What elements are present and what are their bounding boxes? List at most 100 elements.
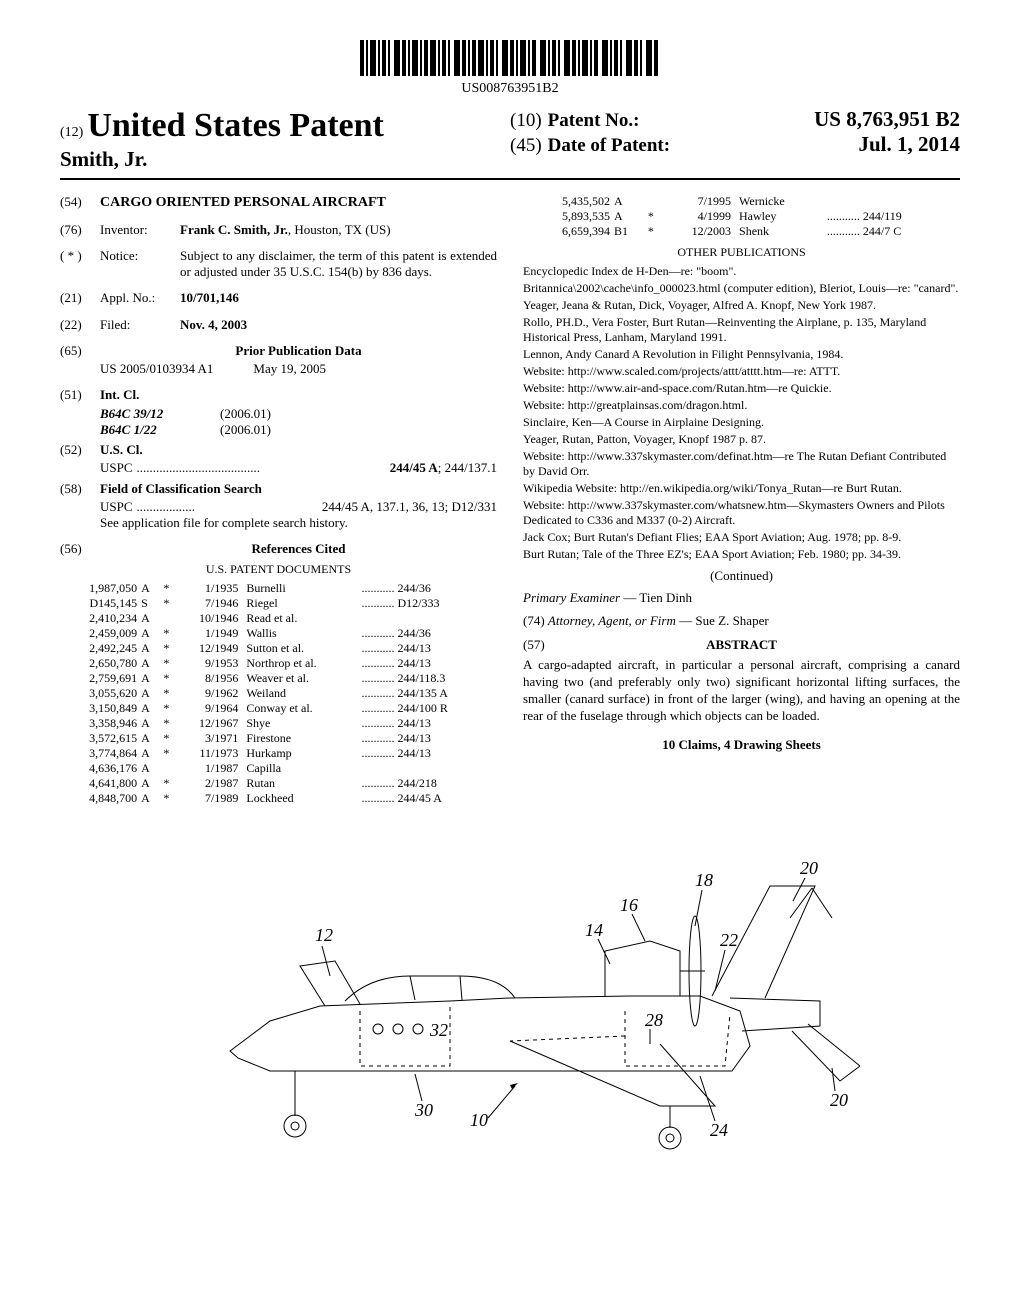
drawing-label: 14	[585, 920, 603, 940]
search-line: USPC .................. 244/45 A, 137.1,…	[100, 499, 497, 515]
refs-cont-table: 5,435,502A7/1995Wernicke5,893,535A*4/199…	[523, 194, 960, 239]
filed-label: Filed:	[100, 317, 180, 333]
ref-row: 3,055,620A*9/1962Weiland ........... 244…	[60, 686, 497, 701]
other-pub-entry: Lennon, Andy Canard A Revolution in Fili…	[523, 347, 960, 362]
header-right: (10) Patent No.: US 8,763,951 B2 (45) Da…	[510, 107, 960, 172]
drawing-label: 10	[470, 1110, 488, 1130]
inventor-last-name: Smith, Jr.	[60, 147, 510, 172]
filed-code: (22)	[60, 317, 100, 333]
filed-value: Nov. 4, 2003	[180, 317, 497, 333]
barcode-number: US008763951B2	[60, 81, 960, 97]
ref-row: 3,358,946A*12/1967Shye ........... 244/1…	[60, 716, 497, 731]
intcl-code: (51)	[60, 387, 100, 403]
abstract-heading: ABSTRACT	[706, 637, 777, 653]
refs-code: (56)	[60, 541, 100, 557]
abstract-code: (57)	[523, 637, 545, 653]
attorney-label: Attorney, Agent, or Firm	[548, 613, 676, 628]
drawing-label: 24	[710, 1120, 728, 1140]
appl-label: Appl. No.:	[100, 290, 180, 306]
drawing-label: 22	[720, 930, 738, 950]
drawing-label: 32	[429, 1020, 448, 1040]
inventor-name: Frank C. Smith, Jr.	[180, 222, 288, 237]
refs-table: 1,987,050A*1/1935Burnelli ........... 24…	[60, 581, 497, 806]
drawing-label: 20	[800, 858, 818, 878]
notice-text: Subject to any disclaimer, the term of t…	[180, 248, 497, 281]
inventor-location: , Houston, TX (US)	[288, 222, 391, 237]
prior-pub-date: May 19, 2005	[253, 361, 326, 377]
attorney-row: (74) Attorney, Agent, or Firm — Sue Z. S…	[523, 613, 960, 629]
dots: ......................................	[137, 460, 386, 476]
uscl-value: 244/45 A	[390, 460, 438, 476]
appl-code: (21)	[60, 290, 100, 306]
ref-row: 2,759,691A*8/1956Weaver et al. .........…	[60, 671, 497, 686]
barcode-icon	[360, 40, 660, 76]
inventor-code: (76)	[60, 222, 100, 238]
examiner-row: Primary Examiner — Tien Dinh	[523, 590, 960, 606]
date-code: (45)	[510, 135, 542, 157]
appl-value: 10/701,146	[180, 290, 497, 306]
drawing-label: 30	[414, 1100, 433, 1120]
other-pub-heading: OTHER PUBLICATIONS	[523, 245, 960, 260]
other-pub-entry: Yeager, Jeana & Rutan, Dick, Voyager, Al…	[523, 298, 960, 313]
filed-row: (22) Filed: Nov. 4, 2003	[60, 317, 497, 333]
uscl-row: (52) U.S. Cl.	[60, 442, 497, 458]
dots: ..................	[137, 499, 318, 515]
ref-row: 6,659,394B1*12/2003Shenk ........... 244…	[523, 224, 960, 239]
search-code: (58)	[60, 481, 100, 497]
uscl-label: U.S. Cl.	[100, 442, 143, 458]
uscl-code: (52)	[60, 442, 100, 458]
ref-row: 4,636,176A1/1987Capilla	[60, 761, 497, 776]
other-pub-entry: Website: http://www.337skymaster.com/wha…	[523, 498, 960, 528]
ref-row: 1,987,050A*1/1935Burnelli ........... 24…	[60, 581, 497, 596]
patent-no-code: (10)	[510, 110, 542, 132]
other-pub-entry: Rollo, PH.D., Vera Foster, Burt Rutan—Re…	[523, 315, 960, 345]
uscl-value2: ; 244/137.1	[438, 460, 497, 476]
search-prefix: USPC	[100, 499, 133, 515]
other-pub-entry: Encyclopedic Index de H-Den—re: "boom".	[523, 264, 960, 279]
search-row: (58) Field of Classification Search	[60, 481, 497, 497]
attorney-name: Sue Z. Shaper	[695, 613, 768, 628]
patent-date: Jul. 1, 2014	[858, 132, 960, 157]
abstract-text: A cargo-adapted aircraft, in particular …	[523, 657, 960, 725]
search-value: 244/45 A, 137.1, 36, 13; D12/331	[322, 499, 497, 515]
intcl-item-0: B64C 39/12 (2006.01)	[100, 406, 497, 422]
body-columns: (54) CARGO ORIENTED PERSONAL AIRCRAFT (7…	[60, 194, 960, 806]
intcl-item-1: B64C 1/22 (2006.01)	[100, 422, 497, 438]
ref-row: 3,774,864A*11/1973Hurkamp ........... 24…	[60, 746, 497, 761]
inventor-row: (76) Inventor: Frank C. Smith, Jr., Hous…	[60, 222, 497, 238]
attorney-code: (74)	[523, 613, 545, 628]
ref-row: 5,893,535A*4/1999Hawley ........... 244/…	[523, 209, 960, 224]
inventor-label: Inventor:	[100, 222, 180, 238]
drawing-label: 12	[315, 925, 333, 945]
examiner-label: Primary Examiner	[523, 590, 620, 605]
intcl-version: (2006.01)	[220, 406, 271, 422]
notice-label: Notice:	[100, 248, 180, 264]
title-code: (54)	[60, 194, 100, 210]
continued-marker: (Continued)	[523, 568, 960, 584]
other-pub-entry: Burt Rutan; Tale of the Three EZ's; EAA …	[523, 547, 960, 562]
ref-row: 4,641,800A*2/1987Rutan ........... 244/2…	[60, 776, 497, 791]
refs-subheading: U.S. PATENT DOCUMENTS	[60, 562, 497, 577]
inventor-value: Frank C. Smith, Jr., Houston, TX (US)	[180, 222, 497, 238]
other-pub-entry: Jack Cox; Burt Rutan's Defiant Flies; EA…	[523, 530, 960, 545]
refs-row: (56) References Cited	[60, 541, 497, 557]
intcl-label: Int. Cl.	[100, 387, 139, 403]
ref-row: 2,459,009A*1/1949Wallis ........... 244/…	[60, 626, 497, 641]
ref-row: 2,410,234A10/1946Read et al.	[60, 611, 497, 626]
prior-pub-row: (65) Prior Publication Data	[60, 343, 497, 359]
barcode-region: US008763951B2	[60, 40, 960, 97]
patent-type: United States Patent	[87, 107, 384, 144]
prior-pub-heading: Prior Publication Data	[100, 343, 497, 359]
other-pub-entry: Website: http://greatplainsas.com/dragon…	[523, 398, 960, 413]
title-row: (54) CARGO ORIENTED PERSONAL AIRCRAFT	[60, 194, 497, 212]
search-label: Field of Classification Search	[100, 481, 262, 497]
other-pub-entry: Website: http://www.scaled.com/projects/…	[523, 364, 960, 379]
ref-row: 3,572,615A*3/1971Firestone ........... 2…	[60, 731, 497, 746]
other-pub-entry: Website: http://www.337skymaster.com/def…	[523, 449, 960, 479]
drawing-label: 18	[695, 870, 713, 890]
uscl-line: USPC ...................................…	[100, 460, 497, 476]
patent-page: US008763951B2 (12) United States Patent …	[0, 0, 1020, 1211]
header-row: (12) United States Patent Smith, Jr. (10…	[60, 107, 960, 180]
right-column: 5,435,502A7/1995Wernicke5,893,535A*4/199…	[523, 194, 960, 806]
ref-row: 2,492,245A*12/1949Sutton et al. ........…	[60, 641, 497, 656]
